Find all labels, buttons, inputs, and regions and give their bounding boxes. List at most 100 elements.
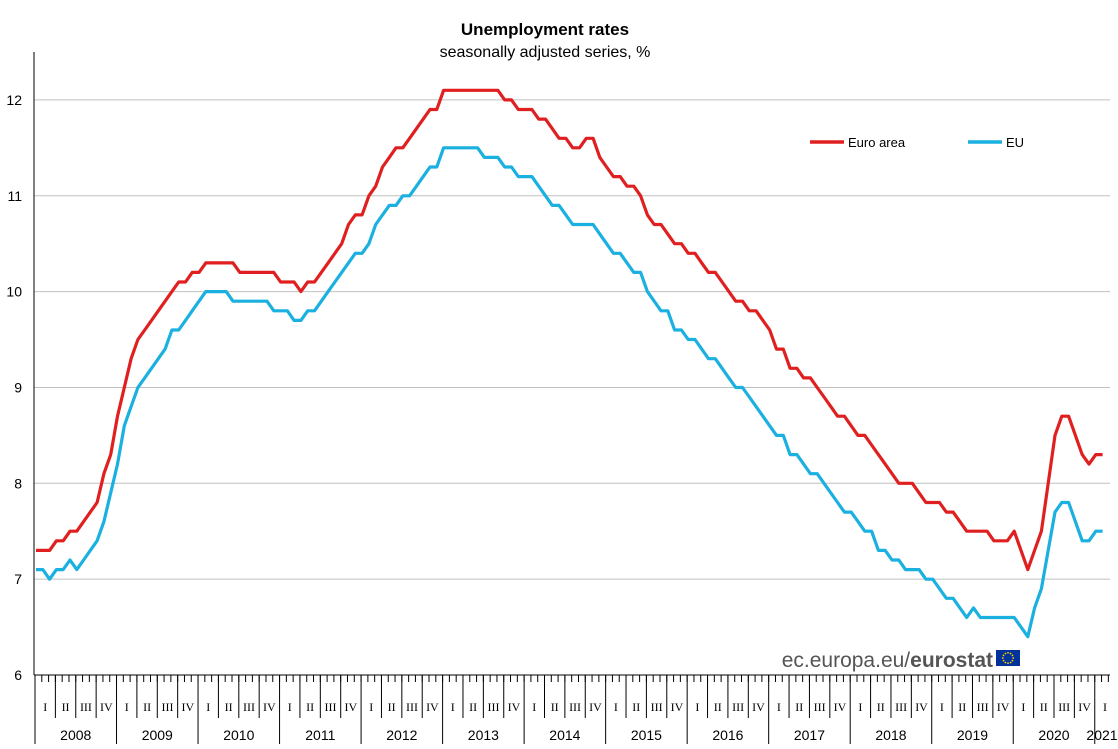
year-label: 2018 (875, 727, 906, 743)
quarter-label: III (325, 700, 337, 714)
quarter-label: I (777, 700, 781, 714)
quarter-label: II (62, 700, 70, 714)
y-tick-label: 10 (6, 284, 22, 300)
watermark-text: ec.europa.eu/eurostat (782, 649, 993, 672)
chart-title: Unemployment rates (460, 20, 630, 39)
y-axis: 6 7 8 9 10 11 12 (6, 52, 35, 683)
series-line-eu (36, 146, 1103, 639)
flag-star (1012, 657, 1015, 659)
year-label: 2021 (1086, 727, 1117, 743)
quarter-label: I (940, 700, 944, 714)
year-label: 2008 (60, 727, 91, 743)
quarter-label: IV (671, 700, 684, 714)
quarter-label: I (1103, 700, 1107, 714)
quarter-label: I (369, 700, 373, 714)
quarter-label: III (977, 700, 989, 714)
quarter-label: I (288, 700, 292, 714)
quarter-label: III (651, 700, 663, 714)
flag-star (1002, 659, 1005, 662)
legend: Euro area EU (810, 135, 1024, 150)
year-label: 2012 (386, 727, 417, 743)
year-label: 2017 (794, 727, 825, 743)
flag-star (1001, 657, 1004, 659)
quarter-label: I (1021, 700, 1025, 714)
year-label: 2009 (142, 727, 173, 743)
year-label: 2014 (549, 727, 580, 743)
quarter-label: I (125, 700, 129, 714)
legend-label: EU (1006, 135, 1024, 150)
y-tick-label: 6 (14, 667, 22, 683)
flag-star (1009, 661, 1012, 664)
year-label: 2013 (468, 727, 499, 743)
quarter-label: III (569, 700, 581, 714)
grid-lines (34, 99, 1110, 580)
quarter-label: III (161, 700, 173, 714)
year-label: 2020 (1038, 727, 1069, 743)
quarter-label: IV (589, 700, 602, 714)
quarter-label: II (225, 700, 233, 714)
x-axis: I II III IV I II III IV I II III IV I II III IV I II III IV… (34, 674, 1118, 744)
quarter-label: III (1058, 700, 1070, 714)
quarter-label: I (695, 700, 699, 714)
year-label: 2011 (305, 727, 335, 743)
quarter-label: III (814, 700, 826, 714)
flag-star (1007, 651, 1009, 654)
quarter-label: IV (345, 700, 358, 714)
quarter-label: III (895, 700, 907, 714)
year-label: 2015 (631, 727, 662, 743)
quarter-label: III (406, 700, 418, 714)
quarter-label: III (488, 700, 500, 714)
quarter-label: IV (752, 700, 765, 714)
quarter-label: II (551, 700, 559, 714)
quarter-label: II (1040, 700, 1048, 714)
quarter-label: III (243, 700, 255, 714)
quarter-label: I (858, 700, 862, 714)
watermark-prefix: ec.europa.eu/ (782, 649, 911, 672)
quarter-label: IV (100, 700, 113, 714)
quarter-label: II (795, 700, 803, 714)
series-lines (36, 88, 1103, 639)
watermark-brand: eurostat (910, 649, 993, 672)
quarter-label: IV (426, 700, 439, 714)
quarter-label: II (143, 700, 151, 714)
flag-star (1007, 662, 1009, 665)
series-line-euro-area (36, 88, 1103, 572)
quarter-label: IV (834, 700, 847, 714)
chart-subtitle: seasonally adjusted series, % (439, 44, 651, 61)
y-tick-label: 7 (14, 571, 22, 587)
quarter-label: I (451, 700, 455, 714)
y-tick-label: 11 (7, 188, 22, 204)
y-tick-label: 8 (14, 475, 22, 491)
quarter-label: II (469, 700, 477, 714)
year-label: 2016 (712, 727, 743, 743)
quarter-label: I (206, 700, 210, 714)
eu-flag-icon (996, 650, 1020, 666)
quarter-label: III (80, 700, 92, 714)
quarter-label: I (532, 700, 536, 714)
quarter-label: II (632, 700, 640, 714)
quarter-label: II (714, 700, 722, 714)
legend-label: Euro area (848, 135, 906, 150)
y-tick-label: 9 (14, 379, 22, 395)
quarter-label: IV (263, 700, 276, 714)
quarter-label: IV (508, 700, 521, 714)
quarter-label: I (614, 700, 618, 714)
flag-star (1004, 661, 1007, 664)
quarter-label: IV (182, 700, 195, 714)
quarter-label: I (43, 700, 47, 714)
flag-star (1009, 652, 1012, 655)
eurostat-watermark: ec.europa.eu/eurostat (782, 649, 1020, 672)
quarter-label: IV (997, 700, 1010, 714)
quarter-label: IV (915, 700, 928, 714)
quarter-label: IV (1078, 700, 1091, 714)
flag-star (1011, 654, 1014, 657)
y-tick-label: 12 (6, 92, 22, 108)
quarter-label: II (388, 700, 396, 714)
flag-star (1002, 654, 1005, 657)
flag-field (996, 650, 1020, 666)
year-label: 2010 (223, 727, 254, 743)
quarter-label: II (306, 700, 314, 714)
quarter-label: III (732, 700, 744, 714)
quarter-label: II (958, 700, 966, 714)
